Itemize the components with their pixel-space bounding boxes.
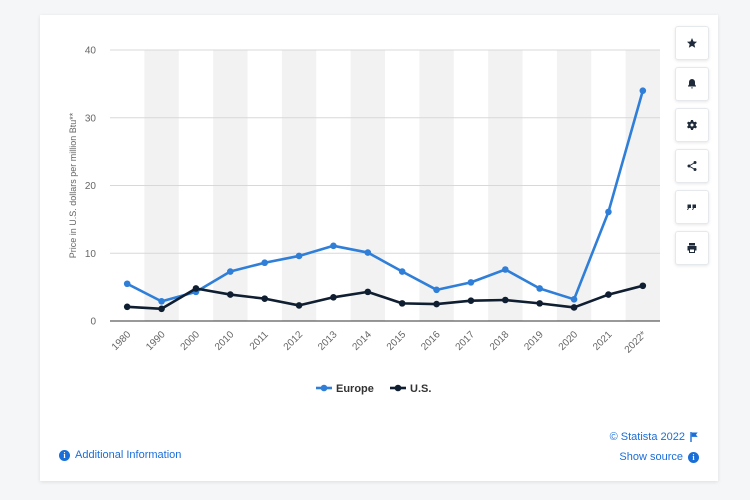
legend-marker [320, 384, 328, 392]
data-point [502, 266, 509, 273]
data-point [330, 242, 337, 250]
data-point [605, 208, 612, 216]
data-point [467, 297, 475, 304]
y-tick-label: 10 [85, 249, 97, 260]
y-tick-label: 40 [85, 46, 97, 57]
data-point [192, 285, 200, 292]
star-icon [687, 38, 697, 48]
gear-icon [687, 120, 697, 130]
share-icon [687, 161, 697, 171]
y-axis-label: Price in U.S. dollars per million Btu** [68, 112, 78, 258]
x-tick-label: 2018 [488, 329, 512, 353]
x-tick-label: 2013 [316, 329, 340, 353]
info-icon: i [59, 449, 70, 461]
data-point [123, 303, 131, 311]
data-point [227, 291, 234, 298]
data-point [330, 293, 337, 301]
bell-icon [688, 79, 696, 89]
print-icon [687, 243, 697, 253]
share-button[interactable] [675, 149, 709, 183]
data-point [570, 296, 578, 303]
x-tick-label: 2000 [179, 329, 203, 353]
data-point [261, 259, 268, 267]
notification-button[interactable] [675, 67, 709, 101]
chart-card: 0 10 20 30 40 Price in U.S. dollars per milli… [40, 15, 718, 481]
data-point [467, 279, 475, 286]
statista-credit[interactable]: © Statista 2022 [610, 431, 699, 443]
y-tick-label: 0 [90, 317, 96, 328]
x-tick-label: 2010 [213, 329, 237, 353]
legend-label: Europe [336, 383, 374, 395]
series-line-europe [126, 90, 645, 303]
data-point [536, 300, 543, 307]
data-point [639, 87, 647, 94]
x-tick-label: 1980 [110, 329, 134, 353]
credit-label: © Statista 2022 [609, 431, 685, 443]
x-tick-label: 2020 [557, 329, 581, 353]
data-point [295, 302, 303, 309]
y-tick-label: 30 [85, 113, 97, 124]
chart: 0 10 20 30 40 Price in U.S. dollars per milli… [68, 46, 660, 395]
series-line-us [127, 284, 644, 311]
data-point [433, 286, 440, 294]
data-point [364, 249, 372, 256]
additional-information-label: Additional Information [75, 449, 182, 461]
data-point [605, 291, 612, 298]
x-tick-label: 2019 [522, 329, 546, 353]
x-tick-label: 2016 [419, 329, 443, 353]
legend-marker [394, 384, 402, 392]
data-point [123, 280, 131, 288]
additional-information-link[interactable]: i Additional Information [59, 449, 181, 461]
x-tick-label: 2021 [591, 329, 615, 353]
data-point [639, 282, 647, 290]
data-point [158, 305, 165, 313]
data-point [536, 285, 543, 292]
data-point [502, 296, 509, 304]
data-point [158, 298, 165, 305]
cite-button[interactable] [675, 190, 709, 224]
x-tick-label: 2015 [385, 329, 409, 353]
data-point [570, 304, 578, 311]
info-icon: i [688, 451, 699, 463]
x-tick-label: 2011 [248, 329, 271, 352]
legend-label: U.S. [410, 383, 431, 395]
y-tick-label: 20 [85, 181, 97, 192]
x-tick-label: 2022* [623, 329, 649, 355]
data-point [261, 295, 268, 302]
data-point [227, 268, 234, 275]
show-source-link[interactable]: Show source i [619, 451, 699, 463]
show-source-label: Show source [619, 451, 683, 463]
x-tick-label: 2017 [454, 329, 478, 353]
data-point [398, 300, 406, 307]
favorite-button[interactable] [675, 26, 709, 60]
settings-button[interactable] [675, 108, 709, 142]
data-point [295, 252, 303, 260]
toolbar [675, 26, 709, 272]
data-point [364, 288, 372, 296]
x-tick-label: 1990 [144, 329, 168, 353]
quote-icon [687, 204, 696, 210]
flag-icon [690, 432, 698, 442]
print-button[interactable] [675, 231, 709, 265]
data-point [398, 268, 406, 275]
x-tick-label: 2012 [282, 329, 306, 353]
data-point [433, 300, 440, 308]
x-tick-label: 2014 [350, 329, 374, 353]
